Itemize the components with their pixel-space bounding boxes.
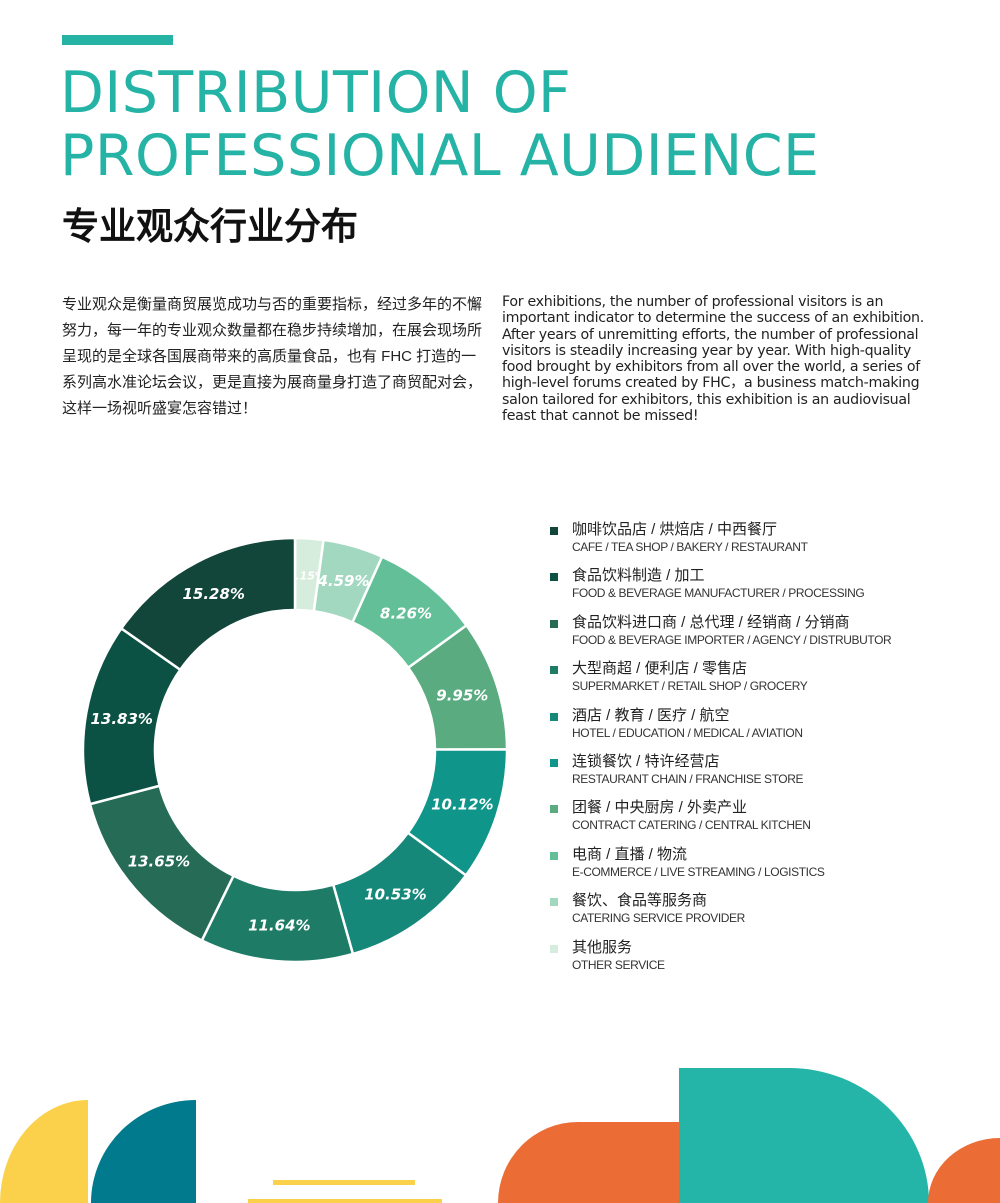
legend-item: 大型商超 / 便利店 / 零售店 SUPERMARKET / RETAIL SHO…: [550, 659, 891, 705]
legend-label-cn: 食品饮料制造 / 加工: [572, 567, 705, 585]
legend-swatch: [550, 666, 558, 675]
legend-label-en: SUPERMARKET / RETAIL SHOP / GROCERY: [572, 679, 808, 694]
slice-label: 13.83%: [90, 710, 152, 728]
legend-swatch: [550, 619, 558, 628]
legend-label-en: OTHER SERVICE: [572, 957, 665, 972]
legend-swatch: [550, 712, 558, 721]
chinese-title: 专业观众行业分布: [62, 206, 358, 247]
legend-label-cn: 酒店 / 教育 / 医疗 / 航空: [572, 706, 730, 724]
legend-item: 其他服务 OTHER SERVICE: [550, 938, 891, 984]
legend-item: 咖啡饮品店 / 烘焙店 / 中西餐厅 CAFE / TEA SHOP / BAKE…: [550, 520, 891, 566]
slice-label: 10.53%: [364, 886, 426, 904]
legend-label-cn: 电商 / 直播 / 物流: [572, 845, 688, 863]
slice-label: 8.26%: [380, 604, 432, 622]
legend-label-en: RESTAURANT CHAIN / FRANCHISE STORE: [572, 771, 804, 786]
legend-label-cn: 咖啡饮品店 / 烘焙店 / 中西餐厅: [572, 521, 778, 538]
legend-item: 食品饮料进口商 / 总代理 / 经销商 / 分销商 FOOD & BEVERAGE…: [550, 613, 892, 659]
legend-label-en: CONTRACT CATERING / CENTRAL KITCHEN: [572, 818, 811, 833]
decor-yellow-stripe-2: [248, 1199, 442, 1203]
legend-swatch: [550, 944, 558, 953]
legend-label-en: CAFE / TEA SHOP / BAKERY / RESTAURANT: [572, 540, 808, 554]
slice-label: 10.12%: [431, 795, 493, 813]
legend-label-cn: 食品饮料进口商 / 总代理 / 经销商 / 分销商: [572, 613, 850, 631]
legend-label-en: FOOD & BEVERAGE MANUFACTURER / PROCESSIN…: [572, 586, 865, 601]
legend-label-cn: 大型商超 / 便利店 / 零售店: [572, 660, 748, 678]
legend-swatch: [550, 573, 558, 582]
legend-swatch: [550, 898, 558, 907]
legend-label-en: CATERING SERVICE PROVIDER: [572, 911, 745, 926]
legend-swatch: [550, 805, 558, 814]
legend-swatch: [550, 527, 558, 535]
accent-bar: [62, 35, 173, 45]
legend-label-en: HOTEL / EDUCATION / MEDICAL / AVIATION: [572, 725, 803, 740]
legend-swatch: [550, 851, 558, 860]
legend-label-en: FOOD & BEVERAGE IMPORTER / AGENCY / DIST…: [572, 632, 892, 647]
slice-label: 13.65%: [128, 853, 190, 871]
title-line-2: PROFESSIONAL AUDIENCE: [60, 123, 820, 189]
intro-english: For exhibitions, the number of professio…: [502, 294, 924, 425]
slice-label: 11.64%: [248, 916, 310, 934]
legend-item: 食品饮料制造 / 加工 FOOD & BEVERAGE MANUFACTURER …: [550, 566, 891, 612]
legend-label-cn: 连锁餐饮 / 特许经营店: [572, 752, 720, 770]
legend-label-cn: 团餐 / 中央厨房 / 外卖产业: [572, 799, 748, 817]
slice-label: 9.95%: [436, 686, 488, 704]
page-title: DISTRIBUTION OF PROFESSIONAL AUDIENCE: [60, 62, 820, 188]
legend-item: 餐饮、食品等服务商 CATERING SERVICE PROVIDER: [550, 891, 891, 937]
legend-label-en: E-COMMERCE / LIVE STREAMING / LOGISTICS: [572, 864, 825, 879]
legend-item: 团餐 / 中央厨房 / 外卖产业 CONTRACT CATERING / CENT…: [550, 798, 891, 844]
legend-label-cn: 餐饮、食品等服务商: [572, 892, 708, 910]
legend-item: 酒店 / 教育 / 医疗 / 航空 HOTEL / EDUCATION / MED…: [550, 706, 891, 752]
slice-label: 4.59%: [316, 572, 369, 590]
legend: 咖啡饮品店 / 烘焙店 / 中西餐厅 CAFE / TEA SHOP / BAKE…: [550, 520, 892, 984]
intro-chinese: 专业观众是衡量商贸展览成功与否的重要指标，经过多年的不懈努力，每一年的专业观众数…: [62, 296, 483, 417]
legend-label-cn: 其他服务: [572, 938, 633, 956]
legend-swatch: [550, 758, 558, 767]
title-line-1: DISTRIBUTION OF: [60, 60, 572, 126]
decor-yellow-stripe: [273, 1180, 415, 1185]
legend-item: 电商 / 直播 / 物流 E-COMMERCE / LIVE STREAMING …: [550, 845, 891, 891]
slice-label: 2.15%: [288, 569, 326, 582]
legend-item: 连锁餐饮 / 特许经营店 RESTAURANT CHAIN / FRANCHISE…: [550, 752, 891, 798]
donut-slice: [119, 536, 297, 672]
slice-label: 15.28%: [182, 585, 244, 603]
